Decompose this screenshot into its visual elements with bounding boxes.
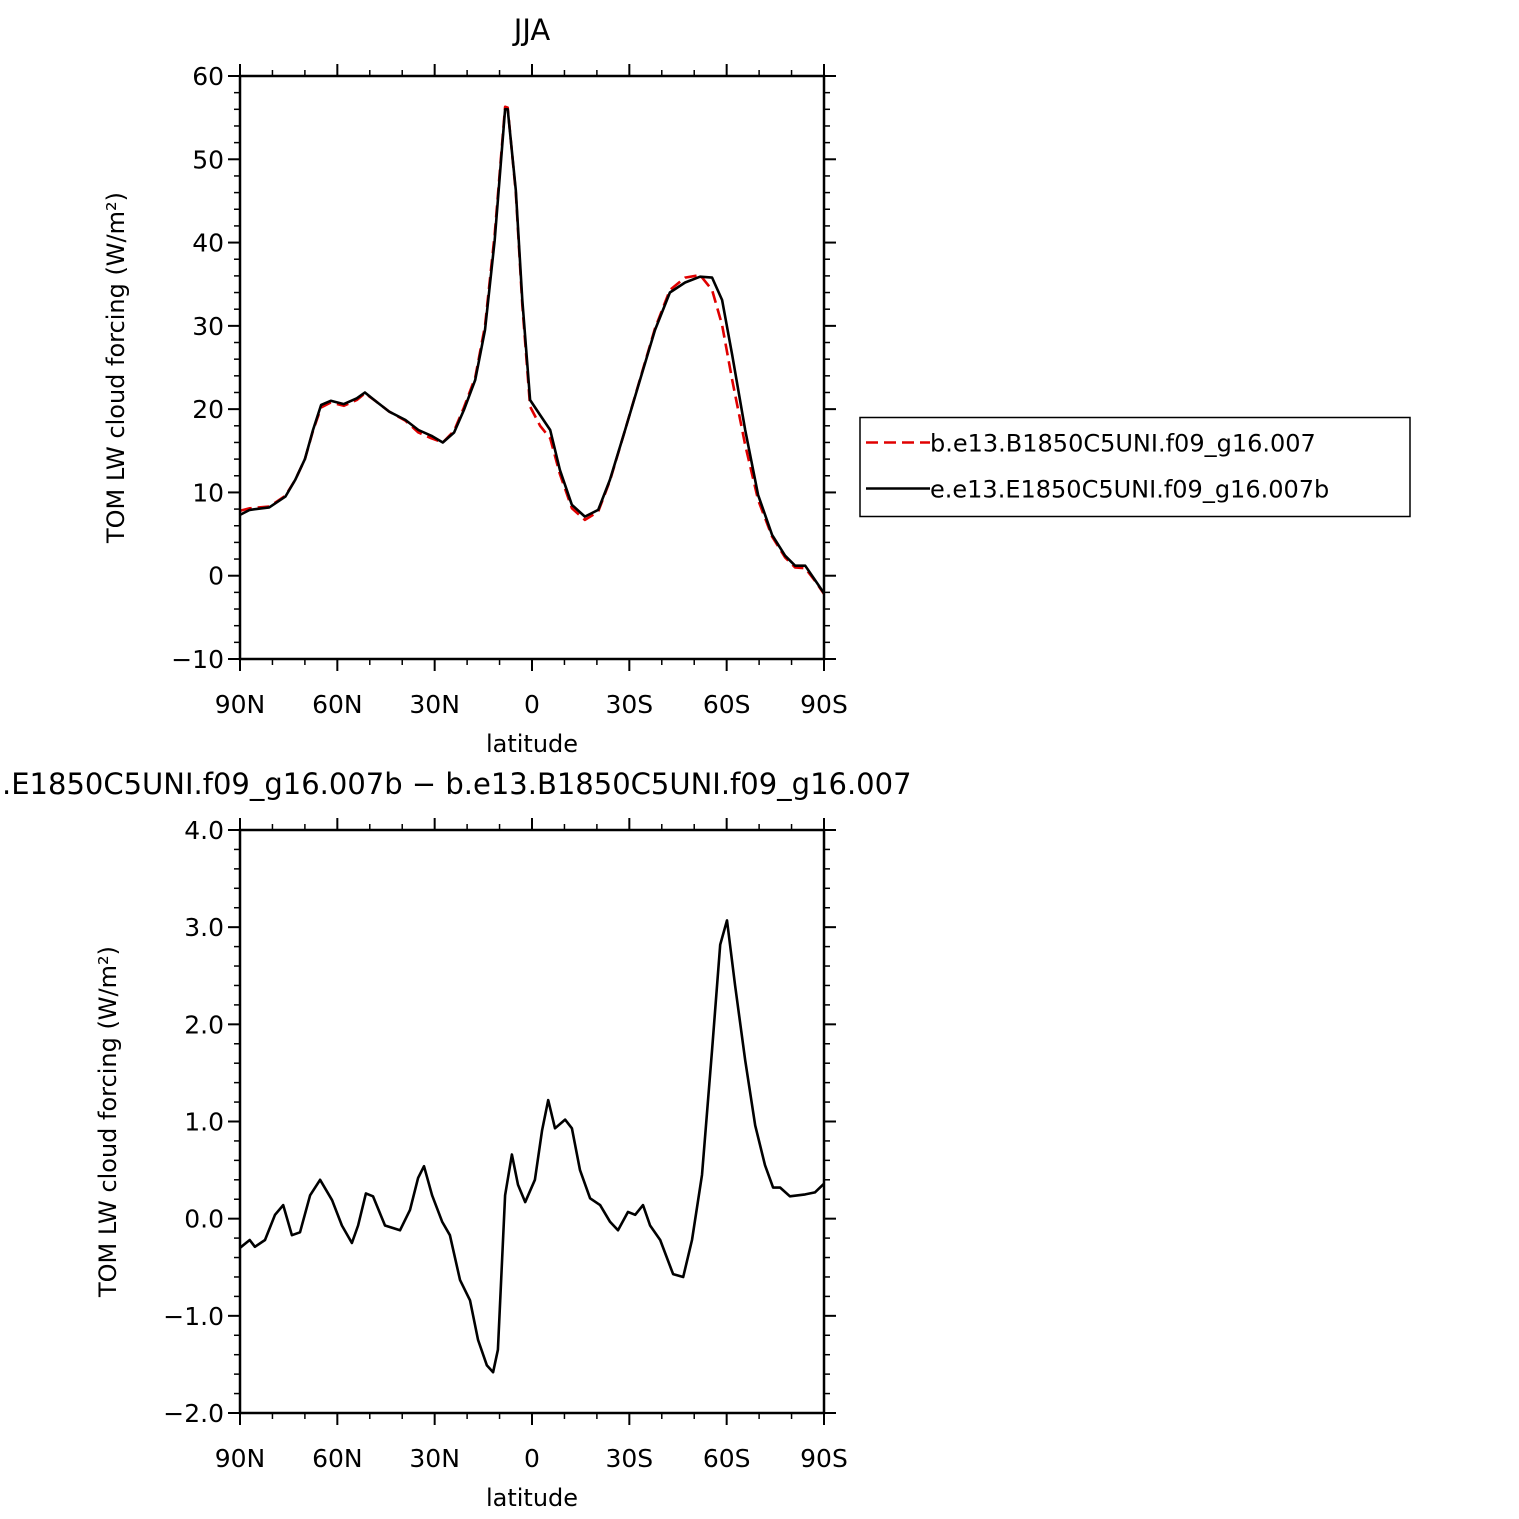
x-tick-label: 30S bbox=[605, 1444, 653, 1473]
y-tick-label: −10 bbox=[171, 645, 224, 674]
legend-label: e.e13.E1850C5UNI.f09_g16.007b bbox=[930, 476, 1329, 504]
y-tick-label: 2.0 bbox=[184, 1010, 224, 1039]
x-axis-label: latitude bbox=[486, 730, 578, 758]
x-tick-label: 90S bbox=[800, 1444, 848, 1473]
x-tick-label: 90N bbox=[215, 1444, 266, 1473]
y-tick-label: 10 bbox=[192, 478, 224, 507]
y-axis-label: TOM LW cloud forcing (W/m²) bbox=[102, 192, 130, 544]
y-tick-label: 30 bbox=[192, 312, 224, 341]
chart-title: .E1850C5UNI.f09_g16.007b − b.e13.B1850C5… bbox=[2, 767, 912, 801]
x-axis-label: latitude bbox=[486, 1484, 578, 1512]
x-tick-label: 60N bbox=[312, 1444, 363, 1473]
y-tick-label: −1.0 bbox=[163, 1302, 224, 1331]
y-tick-label: 40 bbox=[192, 229, 224, 258]
y-tick-label: 50 bbox=[192, 145, 224, 174]
x-tick-label: 90S bbox=[800, 690, 848, 719]
plot-frame bbox=[238, 74, 826, 661]
x-tick-label: 60S bbox=[703, 690, 751, 719]
x-tick-label: 0 bbox=[524, 1444, 540, 1473]
y-tick-label: 1.0 bbox=[184, 1108, 224, 1137]
x-tick-label: 90N bbox=[215, 690, 266, 719]
y-tick-label: 60 bbox=[192, 62, 224, 91]
y-tick-label: 0.0 bbox=[184, 1205, 224, 1234]
data-line bbox=[239, 108, 826, 594]
legend-box bbox=[859, 416, 1411, 518]
chart-title: JJA bbox=[512, 13, 551, 47]
y-tick-label: 3.0 bbox=[184, 913, 224, 942]
x-tick-label: 30N bbox=[409, 1444, 460, 1473]
y-tick-label: 20 bbox=[192, 395, 224, 424]
data-line bbox=[239, 105, 826, 595]
plot-frame bbox=[238, 828, 826, 1415]
x-tick-label: 30S bbox=[605, 690, 653, 719]
x-tick-label: 60S bbox=[703, 1444, 751, 1473]
y-tick-label: 4.0 bbox=[184, 816, 224, 845]
legend-label: b.e13.B1850C5UNI.f09_g16.007 bbox=[930, 430, 1316, 458]
x-tick-label: 0 bbox=[524, 690, 540, 719]
y-tick-label: 0 bbox=[208, 562, 224, 591]
y-tick-label: −2.0 bbox=[163, 1399, 224, 1428]
y-axis-label: TOM LW cloud forcing (W/m²) bbox=[94, 946, 122, 1298]
x-tick-label: 60N bbox=[312, 690, 363, 719]
data-line bbox=[239, 919, 825, 1374]
x-tick-label: 30N bbox=[409, 690, 460, 719]
